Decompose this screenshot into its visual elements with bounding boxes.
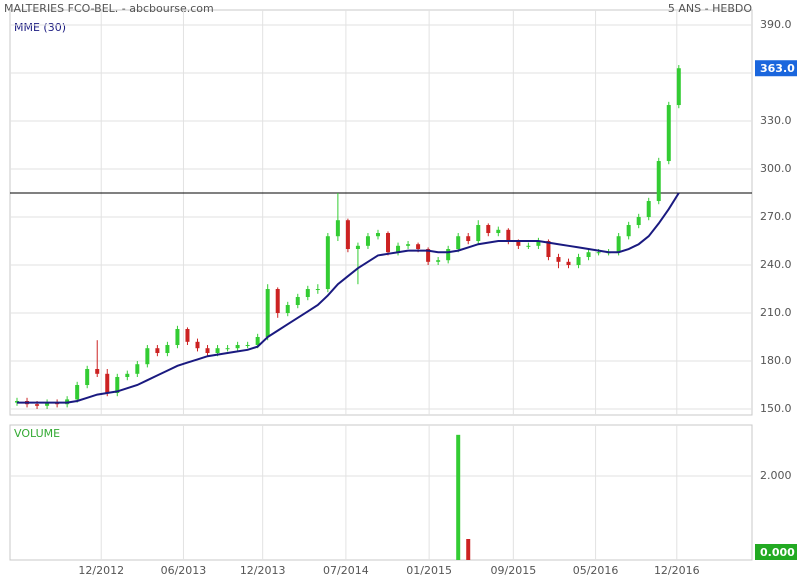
x-tick-label: 06/2013 — [161, 564, 207, 577]
candle-body — [416, 244, 421, 250]
candle-body — [446, 249, 451, 261]
indicator-label: MME (30) — [14, 21, 66, 34]
candle-body — [135, 364, 140, 374]
candle-body — [576, 257, 581, 266]
y-tick-label: 2.000 — [760, 469, 792, 482]
candle-body — [85, 369, 90, 386]
candle-body — [245, 345, 250, 347]
candle-body — [215, 348, 220, 354]
x-tick-label: 12/2012 — [78, 564, 124, 577]
candle-body — [285, 305, 290, 314]
chart-title: MALTERIES FCO-BEL. - abcbourse.com — [4, 2, 214, 15]
y-tick-label: 330.0 — [760, 114, 792, 127]
y-tick-label: 270.0 — [760, 210, 792, 223]
y-tick-label: 180.0 — [760, 354, 792, 367]
candle-body — [596, 252, 601, 254]
candle-body — [506, 229, 511, 242]
candle-body — [646, 201, 651, 218]
candle-body — [325, 236, 330, 290]
price-panel — [9, 9, 753, 416]
candle-body — [386, 233, 391, 253]
y-tick-label: 210.0 — [760, 306, 792, 319]
y-tick-label: 150.0 — [760, 402, 792, 415]
candle-body — [486, 225, 491, 234]
candle-body — [466, 236, 471, 242]
candle-body — [456, 236, 461, 250]
candle-body — [526, 245, 531, 247]
x-tick-label: 12/2016 — [654, 564, 700, 577]
y-tick-label: 390.0 — [760, 18, 792, 31]
y-tick-label: 300.0 — [760, 162, 792, 175]
candle-body — [295, 297, 300, 306]
mme-line — [17, 192, 680, 404]
candle-body — [516, 241, 521, 246]
candle-body — [305, 289, 310, 298]
volume-bar — [466, 538, 471, 560]
candle-body — [676, 68, 681, 106]
candle-body — [666, 105, 671, 162]
candle-body — [355, 245, 360, 250]
candle-body — [225, 348, 230, 350]
x-tick-label: 05/2016 — [573, 564, 619, 577]
y-tick-label: 240.0 — [760, 258, 792, 271]
candle-body — [105, 373, 110, 394]
candle-body — [35, 404, 40, 406]
candle-body — [125, 373, 130, 378]
candle-body — [476, 225, 481, 242]
last-volume-box — [755, 544, 797, 560]
candle-body — [586, 252, 591, 258]
candle-body — [656, 161, 661, 202]
candle-body — [255, 337, 260, 346]
last-price-box — [755, 60, 797, 77]
candle-body — [375, 233, 380, 237]
volume-bar — [456, 434, 461, 560]
candle-body — [436, 260, 441, 262]
candle-body — [45, 402, 50, 406]
candle-body — [155, 348, 160, 354]
candle-body — [185, 329, 190, 342]
candle-body — [205, 348, 210, 354]
candle-body — [75, 385, 80, 400]
candle-body — [145, 348, 150, 365]
candle-body — [175, 329, 180, 346]
candle-body — [556, 257, 561, 262]
candle-body — [396, 245, 401, 253]
candle-body — [365, 236, 370, 246]
chart-subtitle: 5 ANS - HEBDO — [668, 2, 752, 15]
candle-body — [566, 261, 571, 266]
volume-panel — [9, 424, 753, 561]
candle-body — [426, 249, 431, 262]
candle-body — [345, 220, 350, 250]
candle-body — [115, 377, 120, 394]
candle-body — [195, 341, 200, 349]
candle-body — [335, 220, 340, 237]
x-tick-label: 12/2013 — [240, 564, 286, 577]
candle-body — [406, 244, 411, 246]
candle-body — [95, 369, 100, 374]
x-tick-label: 07/2014 — [323, 564, 369, 577]
candle-body — [636, 217, 641, 226]
candle-body — [626, 225, 631, 237]
candle-body — [315, 289, 320, 291]
volume-label: VOLUME — [14, 427, 60, 440]
candle-body — [235, 345, 240, 349]
candle-body — [546, 241, 551, 258]
candle-body — [496, 229, 501, 234]
candle-body — [265, 289, 270, 338]
last-volume-label: 0.000 — [760, 546, 795, 559]
x-tick-label: 09/2015 — [491, 564, 537, 577]
candle-body — [275, 289, 280, 314]
candle-body — [165, 345, 170, 354]
last-price-label: 363.0 — [760, 62, 795, 75]
x-tick-label: 01/2015 — [406, 564, 452, 577]
candle-body — [616, 236, 621, 253]
grid — [10, 10, 752, 560]
candle-body — [536, 241, 541, 246]
